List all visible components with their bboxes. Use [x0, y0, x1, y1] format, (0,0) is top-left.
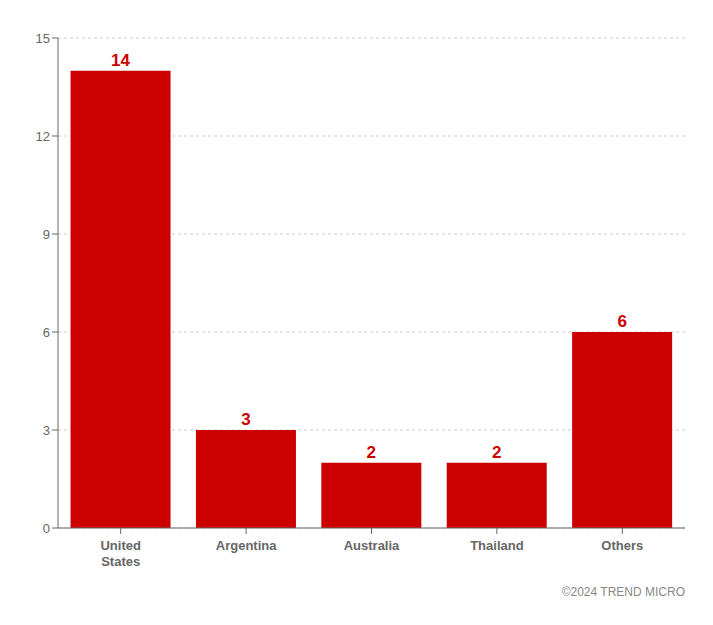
svg-text:Others: Others [601, 538, 643, 553]
svg-text:2: 2 [492, 443, 501, 462]
svg-text:9: 9 [43, 227, 50, 242]
html-text:©2024 TREND MICRO: ©2024 TREND MICRO [561, 585, 685, 599]
svg-text:6: 6 [617, 312, 626, 331]
svg-text:3: 3 [43, 423, 50, 438]
svg-text:0: 0 [43, 521, 50, 536]
svg-text:14: 14 [111, 51, 130, 70]
svg-text:12: 12 [36, 129, 50, 144]
svg-text:6: 6 [43, 325, 50, 340]
svg-text:Thailand: Thailand [470, 538, 524, 553]
svg-text:Argentina: Argentina [216, 538, 277, 553]
svg-text:15: 15 [36, 31, 50, 46]
svg-text:UnitedStates: UnitedStates [100, 538, 141, 569]
svg-text:3: 3 [241, 410, 250, 429]
svg-text:Australia: Australia [344, 538, 400, 553]
svg-text:2: 2 [367, 443, 376, 462]
